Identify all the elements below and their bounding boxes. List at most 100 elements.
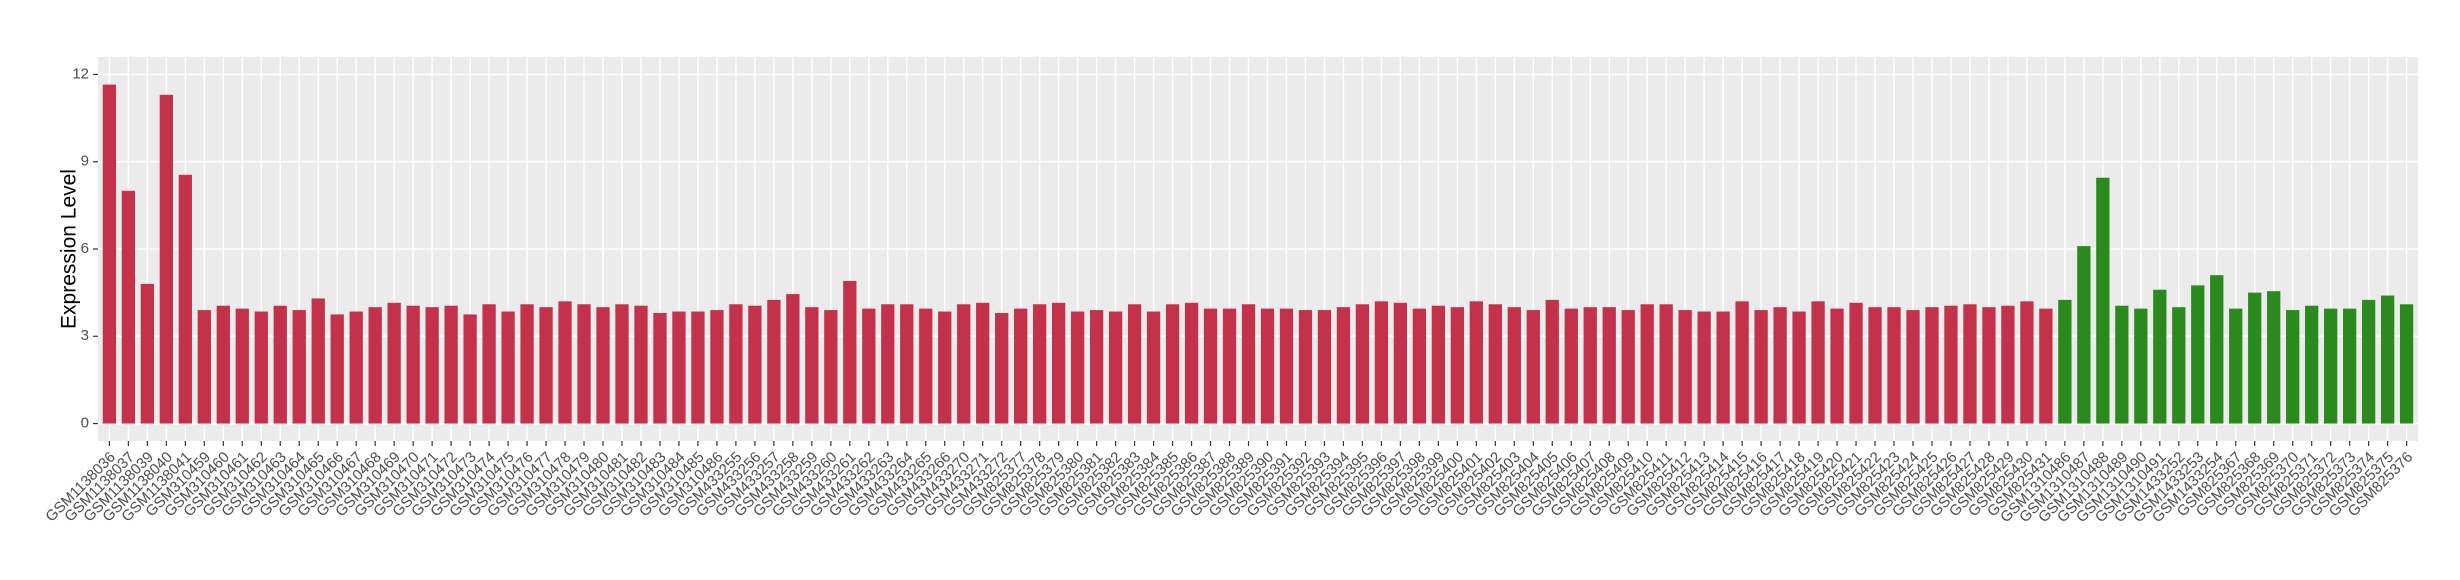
bar	[1279, 308, 1294, 424]
bar	[1203, 308, 1218, 424]
bar	[634, 305, 648, 424]
bar	[995, 313, 1009, 424]
bar	[292, 310, 306, 424]
bar	[1108, 311, 1123, 424]
bar	[1602, 307, 1616, 424]
bar	[729, 304, 743, 424]
bar	[881, 304, 895, 424]
y-tick-label: 0	[81, 415, 89, 432]
bar	[596, 307, 610, 424]
bar	[1488, 304, 1502, 424]
bar	[102, 84, 117, 424]
bar	[1678, 310, 1692, 424]
bar	[615, 304, 629, 424]
bar	[919, 308, 933, 424]
bar	[2001, 305, 2015, 424]
bar	[501, 311, 515, 424]
bar	[1564, 308, 1578, 424]
bar	[1374, 301, 1389, 424]
bar	[1773, 307, 1787, 424]
bar	[1849, 302, 1863, 424]
bar	[862, 308, 876, 424]
bar	[1944, 305, 1958, 424]
bar	[1014, 308, 1028, 424]
bar	[1052, 302, 1066, 424]
bar	[1127, 304, 1142, 424]
bar	[2361, 299, 2376, 424]
bar	[1659, 304, 1673, 424]
bar	[2020, 301, 2034, 424]
bar	[843, 281, 857, 424]
bar	[710, 310, 724, 424]
y-tick-label: 12	[72, 65, 89, 82]
bar	[330, 314, 344, 424]
bar	[2305, 305, 2319, 424]
bar	[1184, 302, 1199, 424]
bar	[2399, 304, 2414, 424]
bar	[2380, 295, 2395, 424]
bar	[577, 304, 591, 424]
bar	[1070, 311, 1085, 424]
bar	[1792, 311, 1806, 424]
bar	[672, 311, 686, 424]
bar	[786, 294, 800, 424]
bar	[539, 307, 553, 424]
bar	[520, 304, 534, 424]
bar	[463, 314, 477, 424]
bar	[2191, 285, 2205, 424]
bar	[1431, 305, 1446, 424]
bar	[2324, 308, 2338, 424]
bar	[349, 311, 363, 424]
bar	[1621, 310, 1635, 424]
bar	[2248, 292, 2262, 424]
bar	[1260, 308, 1275, 424]
y-axis-label: Expression Level	[58, 169, 81, 329]
bar	[1868, 307, 1882, 424]
bar	[425, 307, 439, 424]
bar	[2172, 307, 2186, 424]
bar	[1469, 301, 1483, 424]
bar	[1830, 308, 1844, 424]
bar	[1298, 310, 1313, 424]
bar	[197, 310, 211, 424]
y-tick-label: 3	[81, 327, 89, 344]
bar	[1089, 310, 1104, 424]
bar	[558, 301, 572, 424]
bar	[1336, 307, 1351, 424]
bar	[1222, 308, 1237, 424]
bar	[368, 307, 382, 424]
bar	[159, 94, 173, 424]
bar	[1583, 307, 1597, 424]
bar	[444, 305, 458, 424]
bar	[2115, 305, 2129, 424]
bar	[824, 310, 838, 424]
bar	[1507, 307, 1521, 424]
bar	[2077, 246, 2091, 424]
bar	[273, 305, 287, 424]
bar	[1963, 304, 1977, 424]
bar	[1393, 302, 1408, 424]
bar	[121, 190, 136, 424]
bar	[1317, 310, 1332, 424]
bar	[1887, 307, 1901, 424]
bar	[2039, 308, 2053, 424]
bar	[2134, 308, 2148, 424]
bar	[482, 304, 496, 424]
bar	[1545, 299, 1559, 424]
bar	[1165, 304, 1180, 424]
y-tick-label: 6	[81, 240, 89, 257]
bar	[178, 174, 192, 424]
bar	[254, 311, 268, 424]
bar	[235, 308, 249, 424]
bar	[1697, 311, 1711, 424]
bar	[2058, 299, 2072, 424]
bar	[1811, 301, 1825, 424]
bar	[140, 283, 155, 424]
bar	[1735, 301, 1749, 424]
bar	[1925, 307, 1939, 424]
bar	[653, 313, 667, 424]
bar	[1716, 311, 1730, 424]
bar	[1450, 307, 1464, 424]
bar	[2153, 289, 2167, 424]
y-tick-label: 9	[81, 153, 89, 170]
